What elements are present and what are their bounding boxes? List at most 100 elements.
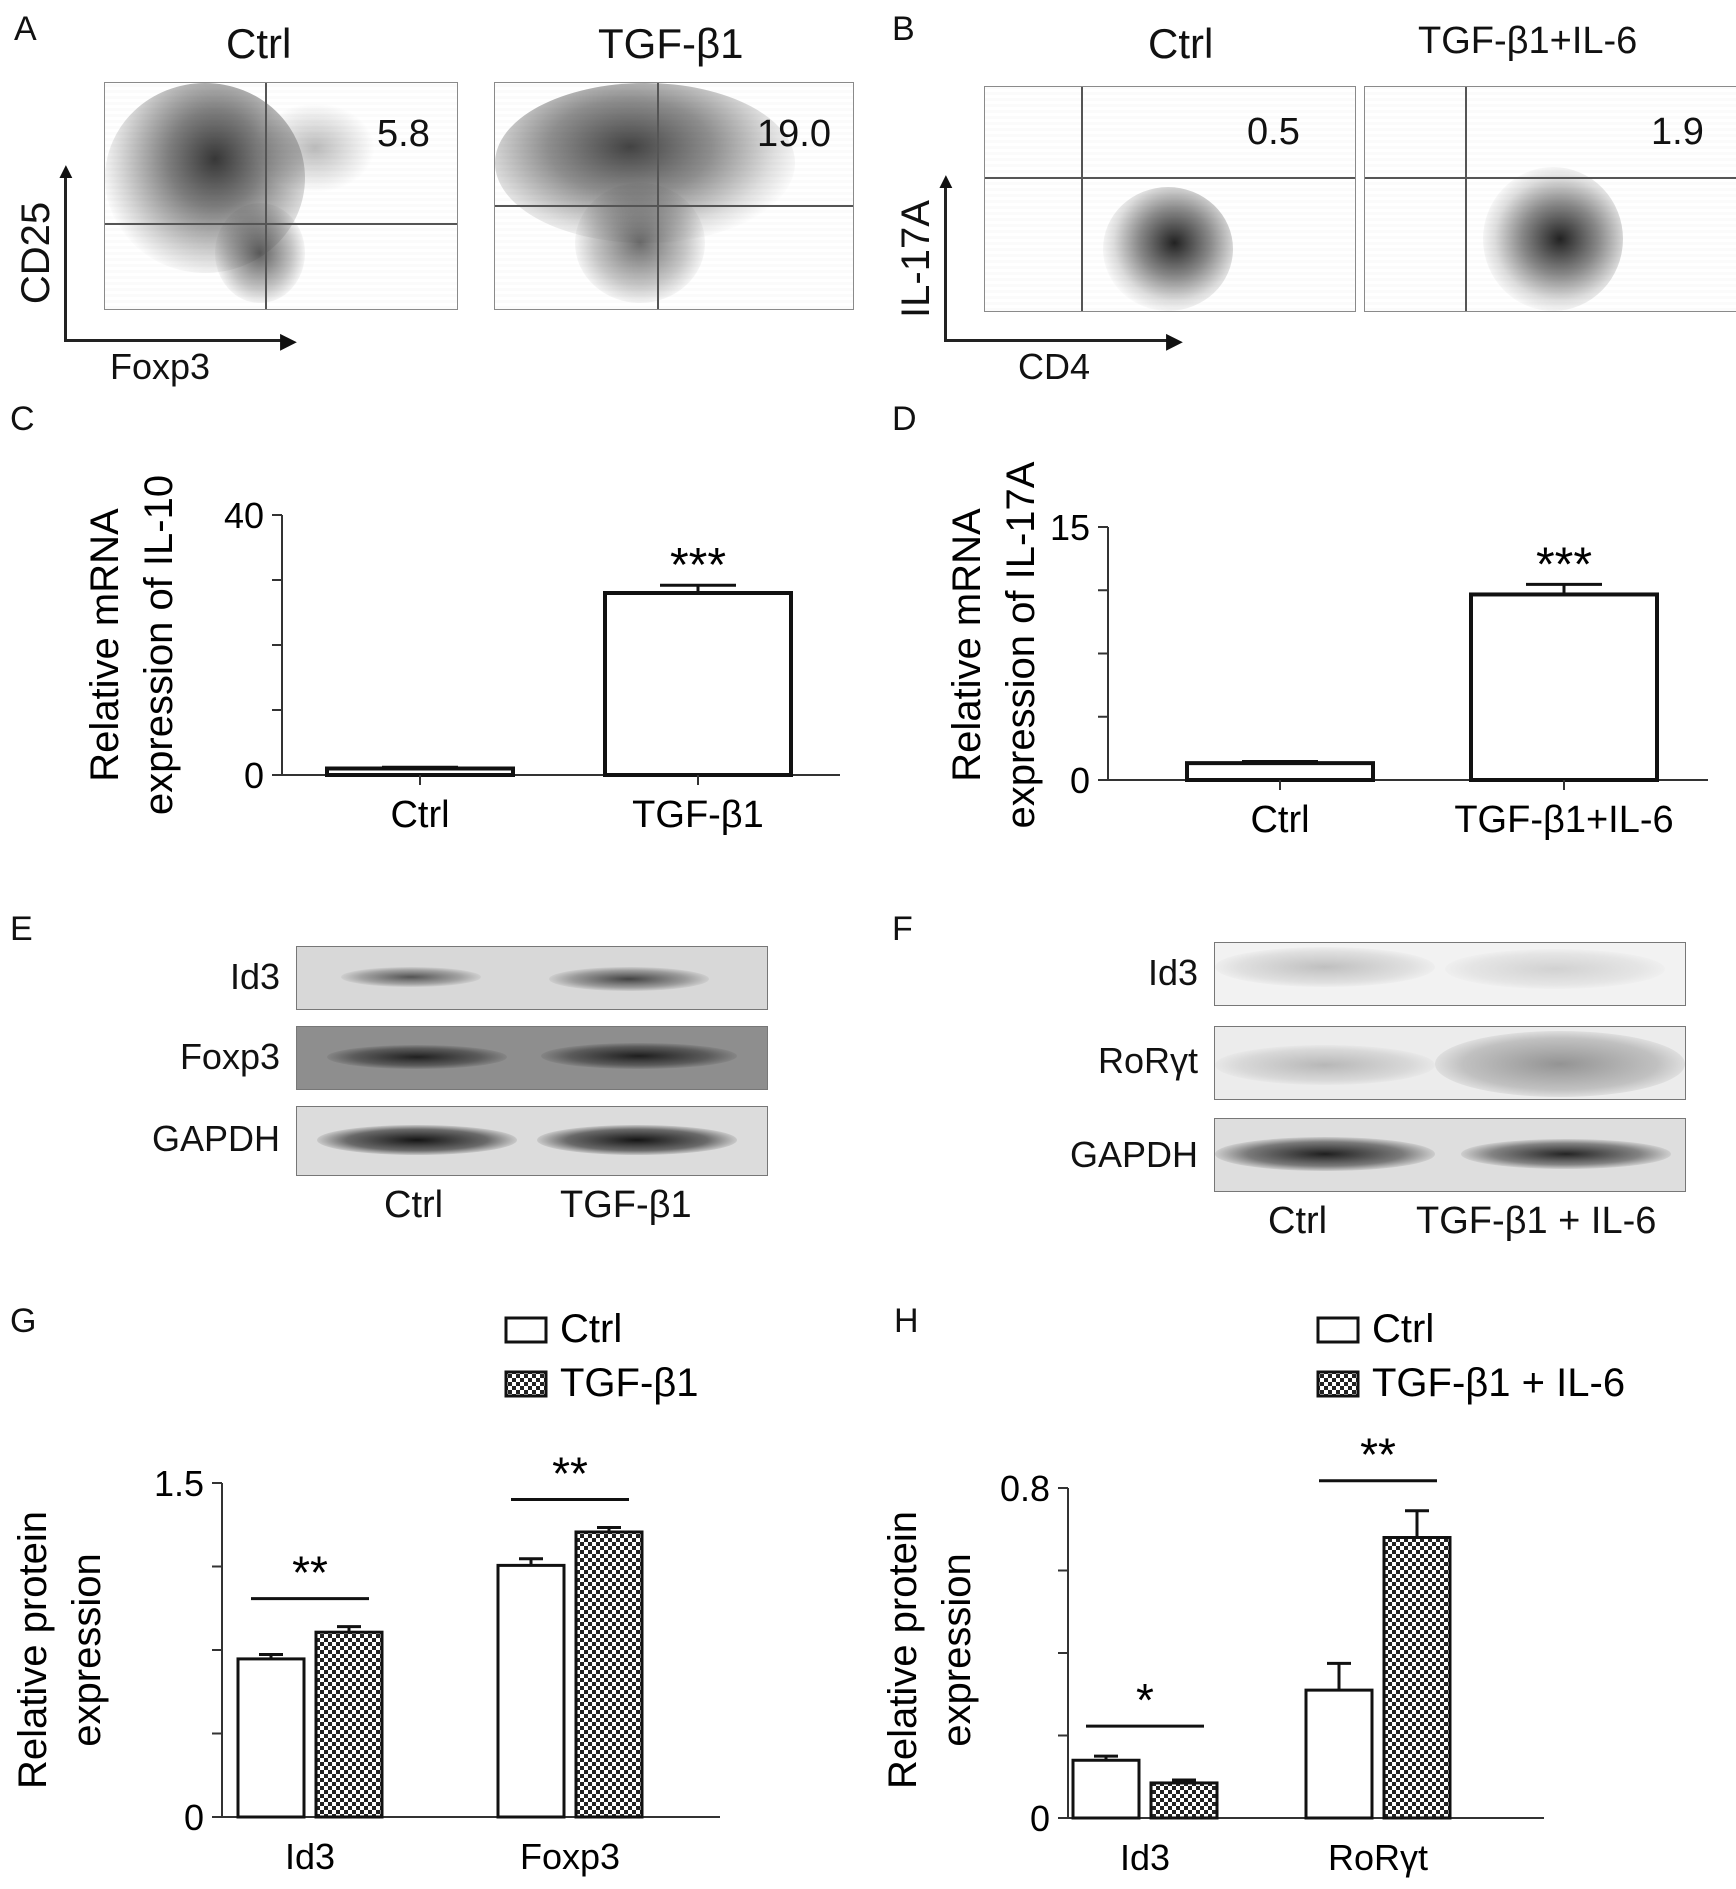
bar <box>1382 1536 1452 1820</box>
blot-band <box>1461 1139 1671 1169</box>
legend-label: Ctrl <box>560 1307 622 1351</box>
event-cloud <box>255 103 375 193</box>
legend-swatch <box>1316 1370 1360 1398</box>
quadrant-value: 5.8 <box>377 113 430 155</box>
panel-letter-e: E <box>10 910 33 948</box>
blot-band <box>1215 947 1435 987</box>
lane-label: TGF-β1 + IL-6 <box>1416 1200 1657 1242</box>
y-axis-label: Relative protein <box>11 1511 55 1789</box>
y-tick-label: 40 <box>224 495 264 536</box>
blot-row-foxp3 <box>296 1026 768 1090</box>
flow-title-tgf: TGF-β1 <box>598 20 744 67</box>
significance-mark: ** <box>552 1448 588 1500</box>
bar <box>1304 1688 1374 1820</box>
x-axis-arrow <box>944 339 1170 342</box>
panel-letter-g: G <box>10 1302 37 1340</box>
flow-plot-ctrl: 5.8 <box>104 82 458 310</box>
quadrant-hline <box>495 205 853 207</box>
flow-plot-tgf-il6: 1.9 <box>1364 86 1736 312</box>
blot-label: Foxp3 <box>179 1036 280 1077</box>
blot-band <box>1215 1137 1435 1171</box>
flow-plot-ctrl: 0.5 <box>984 86 1356 312</box>
blot-row-gapdh <box>1214 1118 1686 1192</box>
blot-label: Id3 <box>1147 952 1198 993</box>
legend-swatch <box>1316 1316 1360 1344</box>
panel-f: F Id3 RoRγt GAPDH Ctrl TGF-β1 + IL-6 <box>868 900 1736 1250</box>
lane-label: Ctrl <box>384 1184 444 1226</box>
arrow-head-up: ▲ <box>935 168 957 193</box>
blot-label: Id3 <box>229 956 280 997</box>
blot-band <box>327 1045 507 1069</box>
significance-mark: * <box>1136 1674 1154 1726</box>
panel-letter-d: D <box>892 400 917 438</box>
panel-letter-a: A <box>14 10 37 48</box>
panel-letter-b: B <box>892 10 915 48</box>
arrow-head-up: ▲ <box>55 158 77 183</box>
x-tick-label: RoRγt <box>1328 1837 1428 1878</box>
quadrant-vline <box>1081 87 1083 311</box>
significance-mark: ** <box>1360 1429 1396 1481</box>
y-axis-label: Relative mRNA <box>945 508 989 782</box>
blot-row-id3 <box>1214 942 1686 1006</box>
event-cloud <box>1483 167 1623 311</box>
blot-label: RoRγt <box>1097 1040 1198 1081</box>
x-axis-arrow <box>64 339 284 342</box>
panel-a: A Ctrl TGF-β1 5.8 19.0 ▲ ▶ CD25 Foxp3 <box>0 0 880 400</box>
bar <box>1185 761 1375 782</box>
lane-label: TGF-β1 <box>560 1184 692 1226</box>
x-tick-label: Id3 <box>285 1836 335 1877</box>
blot-band <box>541 1043 737 1069</box>
blot-band <box>537 1125 737 1155</box>
chart-g: 0 1.5 Relative protein expression ** Id3 ** Fox… <box>11 1307 720 1877</box>
chart-d: 0 15 Relative mRNA expression of IL-17A Ctrl… <box>945 461 1708 841</box>
flow-title-ctrl: Ctrl <box>1148 20 1214 67</box>
bar <box>1149 1781 1219 1820</box>
legend-swatch <box>504 1316 548 1344</box>
y-axis-arrow <box>944 186 947 342</box>
quadrant-hline <box>985 177 1355 179</box>
blot-band <box>549 967 709 991</box>
arrow-head-right: ▶ <box>1166 328 1183 353</box>
y-axis-label: expression of IL-17A <box>999 461 1043 828</box>
quadrant-vline <box>265 83 267 309</box>
event-cloud <box>215 203 305 303</box>
blot-band <box>1445 949 1665 989</box>
blot-band <box>1435 1031 1685 1097</box>
panel-letter-f: F <box>892 910 913 948</box>
y-axis-label: expression of IL-10 <box>137 475 181 815</box>
legend-label: TGF-β1 + IL-6 <box>1372 1361 1625 1405</box>
x-tick-label: Ctrl <box>390 794 449 836</box>
panel-letter-h: H <box>894 1302 919 1340</box>
blot-label: GAPDH <box>151 1118 280 1159</box>
y-axis-arrow <box>64 176 67 342</box>
y-axis-label-cd25: CD25 <box>14 201 58 305</box>
bar <box>236 1657 306 1819</box>
quadrant-hline <box>105 223 457 225</box>
y-tick-label: 0 <box>1030 1798 1050 1839</box>
x-axis-label-foxp3: Foxp3 <box>110 346 211 387</box>
quadrant-hline <box>1365 177 1736 179</box>
y-axis-label: Relative protein <box>881 1511 925 1789</box>
blot-label: GAPDH <box>1069 1134 1198 1175</box>
x-tick-label: Id3 <box>1120 1837 1170 1878</box>
quadrant-value: 1.9 <box>1651 111 1704 153</box>
quadrant-vline <box>1465 87 1467 311</box>
significance-mark: ** <box>292 1547 328 1599</box>
quadrant-vline <box>657 83 659 309</box>
significance-mark: *** <box>1536 538 1592 591</box>
y-tick-label: 15 <box>1050 507 1090 548</box>
quadrant-value: 19.0 <box>757 113 831 155</box>
bar <box>574 1530 644 1819</box>
x-tick-label: Ctrl <box>1250 799 1309 841</box>
significance-mark: *** <box>670 539 726 592</box>
legend-label: Ctrl <box>1372 1307 1434 1351</box>
y-tick-label: 0 <box>244 755 264 796</box>
y-axis-label-il17a: IL-17A <box>894 200 938 318</box>
x-axis-label-cd4: CD4 <box>1018 346 1091 387</box>
bar <box>314 1630 384 1819</box>
x-tick-label: TGF-β1 <box>632 794 764 836</box>
bar <box>325 766 515 777</box>
flow-plot-tgf: 19.0 <box>494 82 854 310</box>
bar <box>603 591 793 777</box>
bar <box>496 1563 566 1819</box>
